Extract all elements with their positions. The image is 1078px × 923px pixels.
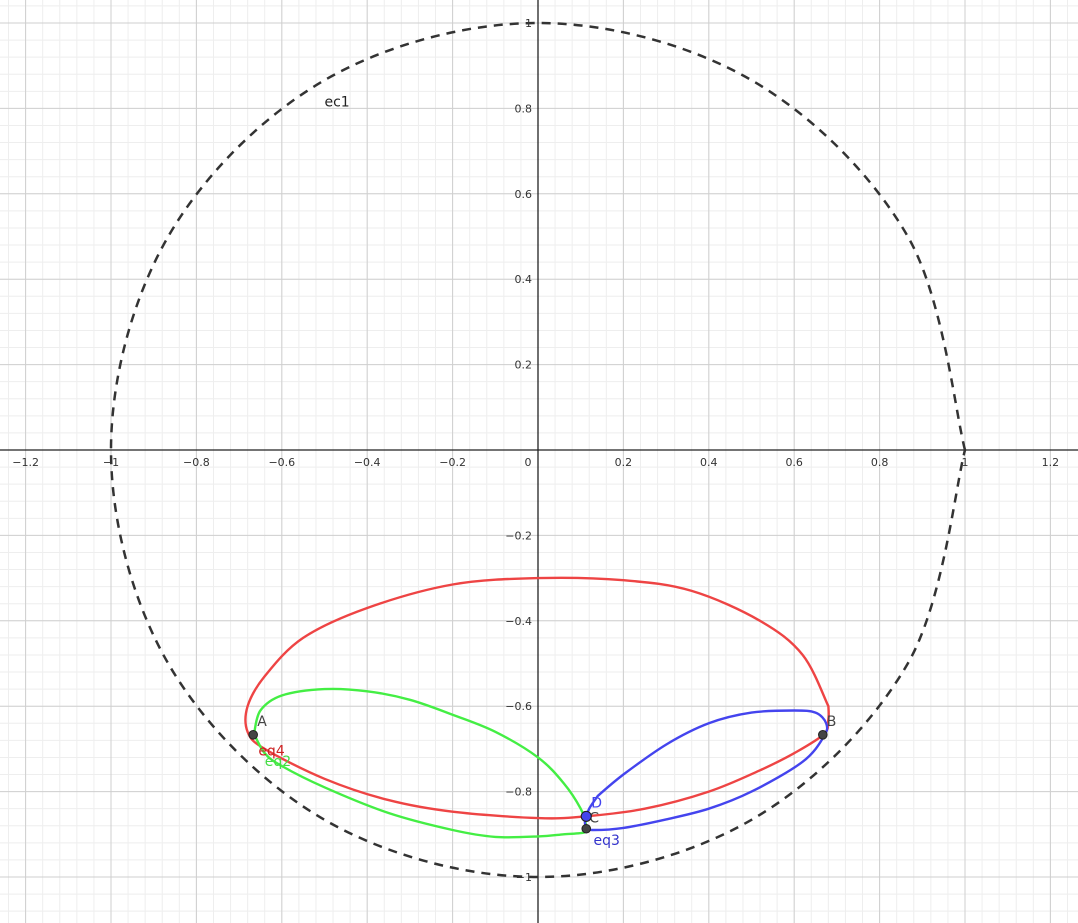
label-eq2: eq2: [265, 754, 291, 770]
y-tick-label: −0.4: [505, 615, 532, 628]
x-tick-label: 0.2: [615, 456, 633, 469]
x-tick-label: 0.4: [700, 456, 718, 469]
y-tick-label: 0.8: [515, 102, 533, 115]
y-tick-label: −1: [516, 871, 532, 884]
y-tick-label: −0.8: [505, 786, 532, 799]
y-tick-label: 0.6: [515, 188, 533, 201]
point-label-D: D: [591, 795, 602, 811]
curve-ec1: [109, 21, 967, 879]
point-A: [248, 730, 258, 740]
point-D: [580, 810, 592, 822]
x-tick-label: 1: [962, 456, 969, 469]
x-tick-label: 0.6: [785, 456, 803, 469]
points: A B CD: [248, 714, 837, 834]
x-tick-label: 0.8: [871, 456, 889, 469]
label-eq4: eq4: [258, 743, 285, 759]
x-tick-label: −0.6: [268, 456, 295, 469]
point-label-B: B: [827, 714, 837, 730]
y-tick-label: −0.2: [505, 529, 532, 542]
curve-eq4: [244, 576, 830, 820]
tick-labels: −1.2 −1 −0.8 −0.6 −0.4 −0.2 0 0.2 0.4 0.6 0.8 1 1.2 −…: [12, 17, 1059, 884]
label-ec1: ec1: [325, 94, 350, 110]
x-tick-label: −1.2: [12, 456, 39, 469]
x-tick-label: −0.2: [439, 456, 466, 469]
point-label-A: A: [257, 714, 267, 730]
y-tick-label: 0.2: [515, 359, 533, 372]
y-tick-label: −0.6: [505, 700, 532, 713]
y-tick-label: 0.4: [515, 273, 533, 286]
curve-eq2: [252, 687, 589, 839]
x-tick-label: 1.2: [1042, 456, 1060, 469]
label-eq3: eq3: [594, 833, 620, 849]
x-tick-label: −0.8: [183, 456, 210, 469]
point-label-C: C: [589, 810, 599, 826]
x-tick-label: 0: [525, 456, 532, 469]
point-B: [818, 730, 828, 740]
x-tick-label: −0.4: [354, 456, 381, 469]
point-unnamed: [581, 823, 592, 834]
